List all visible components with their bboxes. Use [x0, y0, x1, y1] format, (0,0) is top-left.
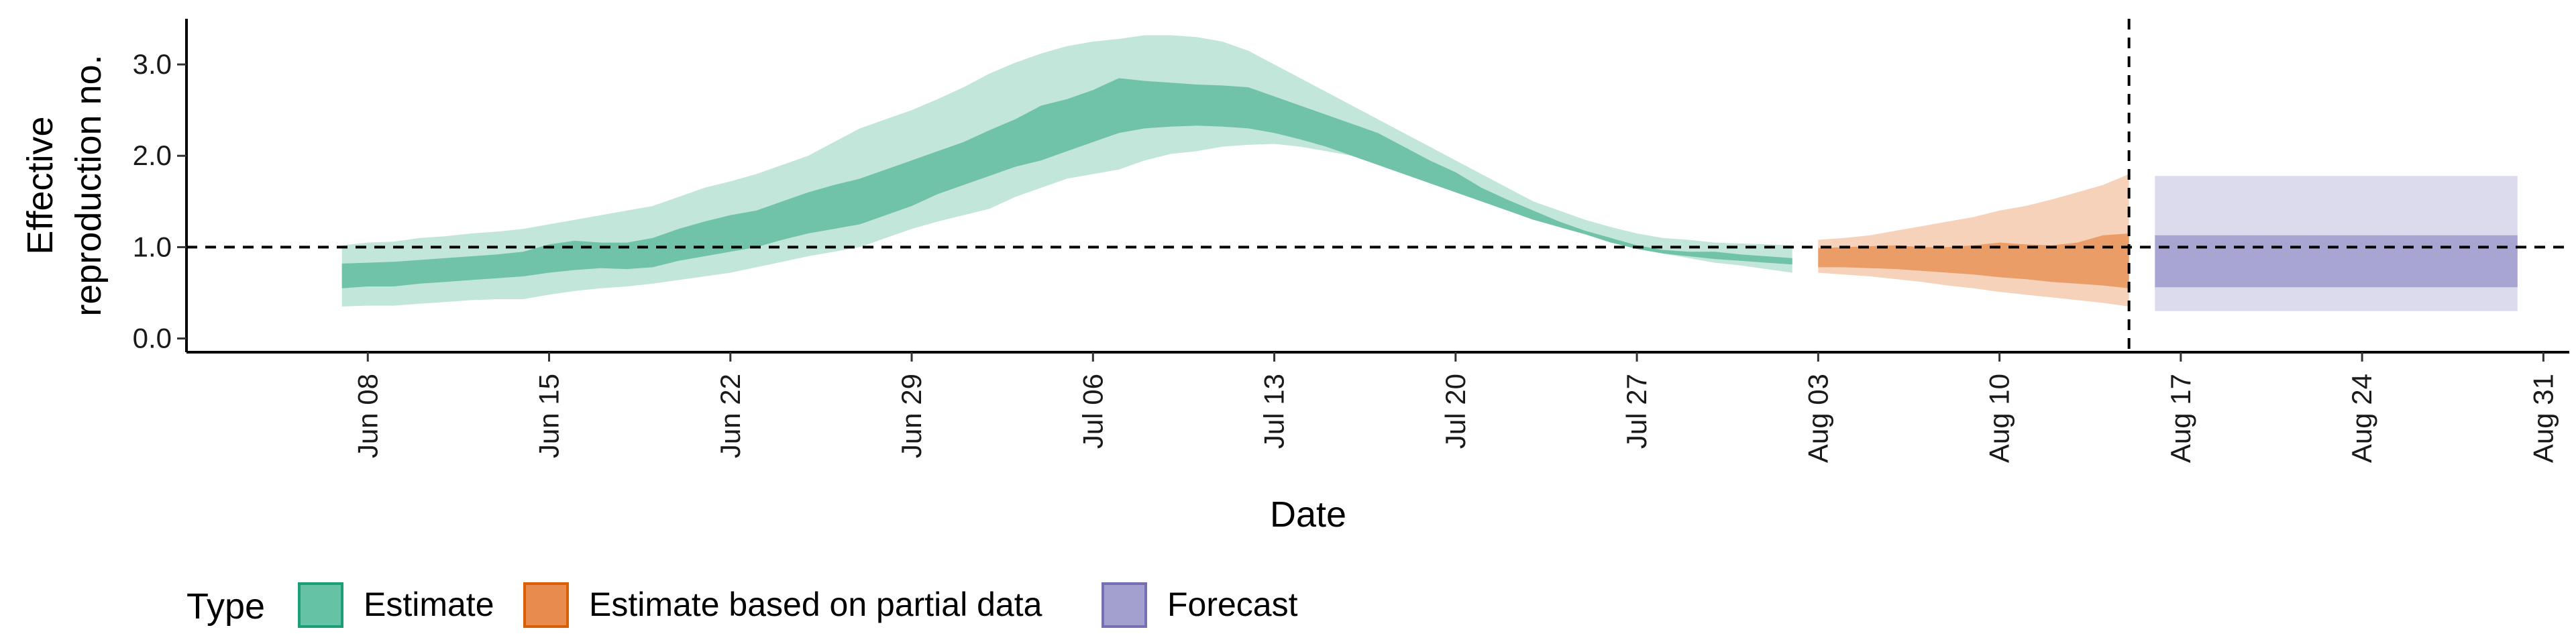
x-tick-label: Jun 22 [714, 374, 746, 458]
x-tick-label: Jun 15 [533, 374, 565, 458]
x-tick-label: Jun 29 [896, 374, 927, 458]
estimate-inner-ribbon [341, 78, 1792, 288]
y-axis-title-line: Effective [20, 116, 60, 254]
legend-key [523, 582, 569, 628]
y-tick-label: 2.0 [133, 140, 172, 171]
x-tick-label: Jul 20 [1440, 374, 1471, 449]
x-axis-title: Date [1270, 494, 1346, 535]
legend-key [1102, 582, 1147, 628]
forecast-inner-ribbon [2155, 235, 2518, 288]
x-tick-label: Aug 03 [1802, 374, 1833, 463]
y-tick-label: 3.0 [133, 48, 172, 80]
x-tick-label: Aug 24 [2346, 374, 2377, 463]
x-tick-label: Jul 06 [1077, 374, 1108, 449]
x-tick-label: Jul 27 [1621, 374, 1652, 449]
y-axis-title: Effective reproduction no. [20, 54, 109, 316]
ribbon-layer [341, 35, 2518, 311]
x-tick-label: Aug 17 [2165, 374, 2196, 463]
legend-label: Estimate based on partial data [589, 586, 1042, 623]
legend-title: Type [186, 586, 265, 627]
y-tick-label: 0.0 [133, 323, 172, 354]
y-axis-title-line: reproduction no. [68, 54, 109, 316]
x-tick-label: Aug 10 [1984, 374, 2015, 463]
y-tick-label: 1.0 [133, 231, 172, 262]
axes: 0.0 1.0 2.0 3.0 Jun 08 Jun 15 Jun 22 Jun 29 Jul … [20, 19, 2569, 535]
legend-label: Estimate [364, 586, 494, 623]
x-tick-label: Jun 08 [352, 374, 383, 458]
reference-lines [186, 19, 2569, 352]
x-tick-label: Jul 13 [1258, 374, 1290, 449]
estimate-based-on-partial-data-outer-ribbon [1818, 174, 2129, 307]
legend-label: Forecast [1167, 586, 1298, 623]
x-tick-label: Aug 31 [2527, 374, 2559, 463]
legend-key [298, 582, 343, 628]
legend: Type Estimate Estimate based on partial da… [186, 582, 1298, 628]
